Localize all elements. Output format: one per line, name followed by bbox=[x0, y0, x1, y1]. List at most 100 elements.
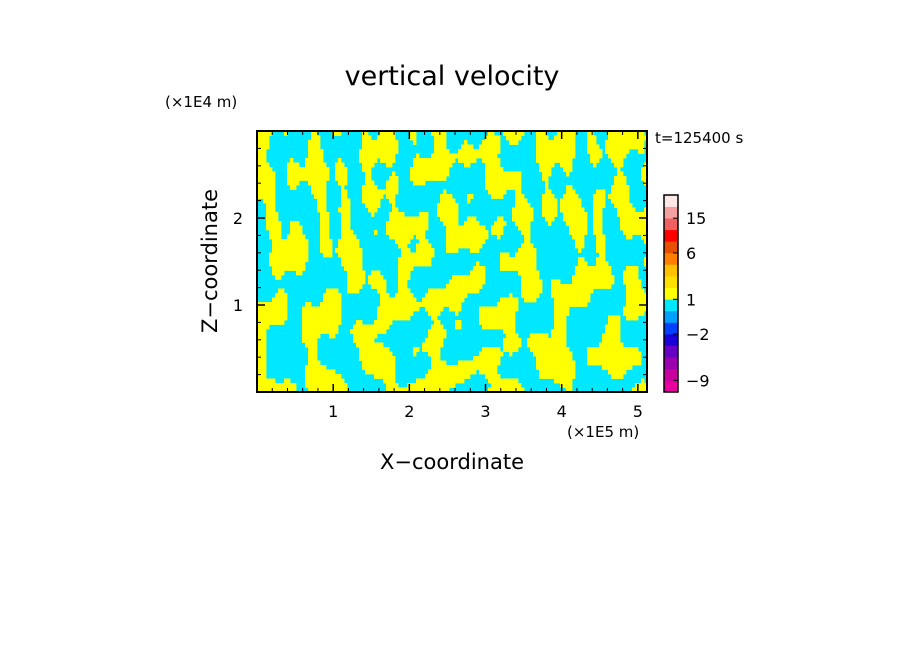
positive-velocity-cell bbox=[308, 347, 318, 352]
y-tick-label: 2 bbox=[233, 209, 243, 228]
colorbar-tick-label: −2 bbox=[686, 325, 710, 344]
positive-velocity-cell bbox=[620, 225, 647, 231]
positive-velocity-cell bbox=[599, 252, 606, 258]
positive-velocity-cell bbox=[539, 167, 552, 172]
positive-velocity-cell bbox=[434, 135, 447, 141]
positive-velocity-cell bbox=[593, 162, 597, 168]
positive-velocity-cell bbox=[341, 198, 351, 204]
positive-velocity-cell bbox=[392, 171, 396, 177]
positive-velocity-cell bbox=[428, 311, 441, 316]
positive-velocity-cell bbox=[593, 216, 603, 222]
positive-velocity-cell bbox=[422, 297, 465, 303]
colorbar-segments bbox=[664, 195, 678, 393]
positive-velocity-cell bbox=[257, 347, 267, 352]
positive-velocity-cell bbox=[497, 302, 519, 307]
colorbar-tick-label: 15 bbox=[686, 209, 706, 228]
positive-velocity-cell bbox=[467, 194, 474, 199]
positive-velocity-cell bbox=[335, 248, 363, 253]
positive-velocity-cell bbox=[518, 225, 531, 231]
positive-velocity-cell bbox=[266, 207, 276, 213]
positive-velocity-cell bbox=[608, 369, 627, 375]
positive-velocity-cell bbox=[416, 234, 426, 240]
positive-velocity-cell bbox=[614, 162, 624, 168]
colorbar-tick-label: 1 bbox=[686, 290, 696, 309]
positive-velocity-cell bbox=[257, 140, 270, 145]
positive-velocity-cell bbox=[593, 212, 603, 217]
positive-velocity-cell bbox=[575, 270, 612, 276]
positive-velocity-cell bbox=[515, 189, 522, 195]
positive-velocity-cell bbox=[377, 306, 420, 312]
positive-velocity-cell bbox=[479, 315, 516, 321]
positive-velocity-cell bbox=[347, 288, 360, 294]
positive-velocity-cell bbox=[554, 315, 567, 321]
positive-velocity-cell bbox=[521, 293, 540, 298]
positive-velocity-cell bbox=[602, 365, 633, 370]
positive-velocity-cell bbox=[287, 167, 330, 172]
positive-velocity-cell bbox=[587, 140, 597, 145]
positive-velocity-cell bbox=[428, 333, 447, 339]
positive-velocity-cell bbox=[338, 252, 363, 258]
positive-velocity-cell bbox=[500, 257, 537, 262]
positive-velocity-cell bbox=[377, 315, 411, 321]
positive-velocity-cell bbox=[362, 140, 399, 145]
positive-velocity-cell bbox=[614, 203, 633, 208]
positive-velocity-cell bbox=[398, 261, 432, 267]
positive-velocity-cell bbox=[263, 198, 276, 204]
positive-velocity-cell bbox=[257, 324, 270, 330]
colorbar-segment bbox=[664, 345, 678, 358]
colorbar-segment bbox=[664, 310, 678, 323]
positive-velocity-cell bbox=[593, 207, 603, 213]
positive-velocity-cell bbox=[623, 306, 647, 312]
positive-velocity-cell bbox=[308, 149, 324, 154]
positive-velocity-cell bbox=[395, 293, 414, 298]
positive-velocity-cell bbox=[377, 311, 414, 316]
positive-velocity-cell bbox=[464, 140, 468, 145]
positive-velocity-cell bbox=[611, 374, 624, 379]
positive-velocity-cell bbox=[512, 212, 534, 217]
positive-velocity-cell bbox=[533, 351, 573, 357]
positive-velocity-cell bbox=[257, 158, 267, 163]
positive-velocity-cell bbox=[341, 189, 348, 195]
positive-velocity-cell bbox=[566, 185, 573, 190]
positive-velocity-cell bbox=[389, 234, 414, 240]
positive-velocity-cell bbox=[359, 149, 399, 154]
positive-velocity-cell bbox=[572, 279, 615, 285]
positive-velocity-cell bbox=[641, 167, 647, 172]
positive-velocity-cell bbox=[485, 180, 522, 186]
positive-velocity-cell bbox=[644, 162, 647, 168]
positive-velocity-cell bbox=[620, 221, 647, 226]
x-axis-label: X−coordinate bbox=[380, 450, 524, 474]
positive-velocity-cell bbox=[413, 158, 456, 163]
positive-velocity-cell bbox=[335, 167, 348, 172]
positive-velocity-cell bbox=[593, 230, 603, 235]
positive-velocity-cell bbox=[560, 207, 585, 213]
positive-velocity-cell bbox=[614, 180, 627, 186]
positive-velocity-cell bbox=[398, 243, 408, 249]
positive-velocity-cell bbox=[320, 234, 330, 240]
colorbar-segment bbox=[664, 368, 678, 381]
positive-velocity-cell bbox=[605, 329, 621, 334]
positive-velocity-cell bbox=[521, 275, 540, 280]
positive-velocity-cell bbox=[275, 275, 282, 280]
positive-velocity-cell bbox=[308, 180, 327, 186]
positive-velocity-cell bbox=[491, 194, 504, 199]
positive-velocity-cell bbox=[431, 131, 447, 136]
colorbar-segment bbox=[664, 229, 678, 242]
positive-velocity-cell bbox=[257, 131, 273, 136]
positive-velocity-cell bbox=[479, 144, 501, 150]
positive-velocity-cell bbox=[644, 257, 647, 262]
positive-velocity-cell bbox=[536, 153, 576, 159]
positive-velocity-cell bbox=[545, 180, 549, 186]
positive-velocity-cell bbox=[320, 243, 333, 249]
positive-velocity-cell bbox=[494, 221, 507, 226]
positive-velocity-cell bbox=[398, 266, 414, 271]
positive-velocity-cell bbox=[398, 279, 408, 285]
colorbar-segment bbox=[664, 252, 678, 265]
positive-velocity-cell bbox=[362, 167, 372, 172]
positive-velocity-cell bbox=[272, 248, 309, 253]
positive-velocity-cell bbox=[575, 243, 585, 249]
positive-velocity-cell bbox=[389, 216, 429, 222]
positive-velocity-cell bbox=[386, 185, 399, 190]
positive-velocity-cell bbox=[332, 131, 342, 136]
positive-velocity-cell bbox=[428, 329, 447, 334]
